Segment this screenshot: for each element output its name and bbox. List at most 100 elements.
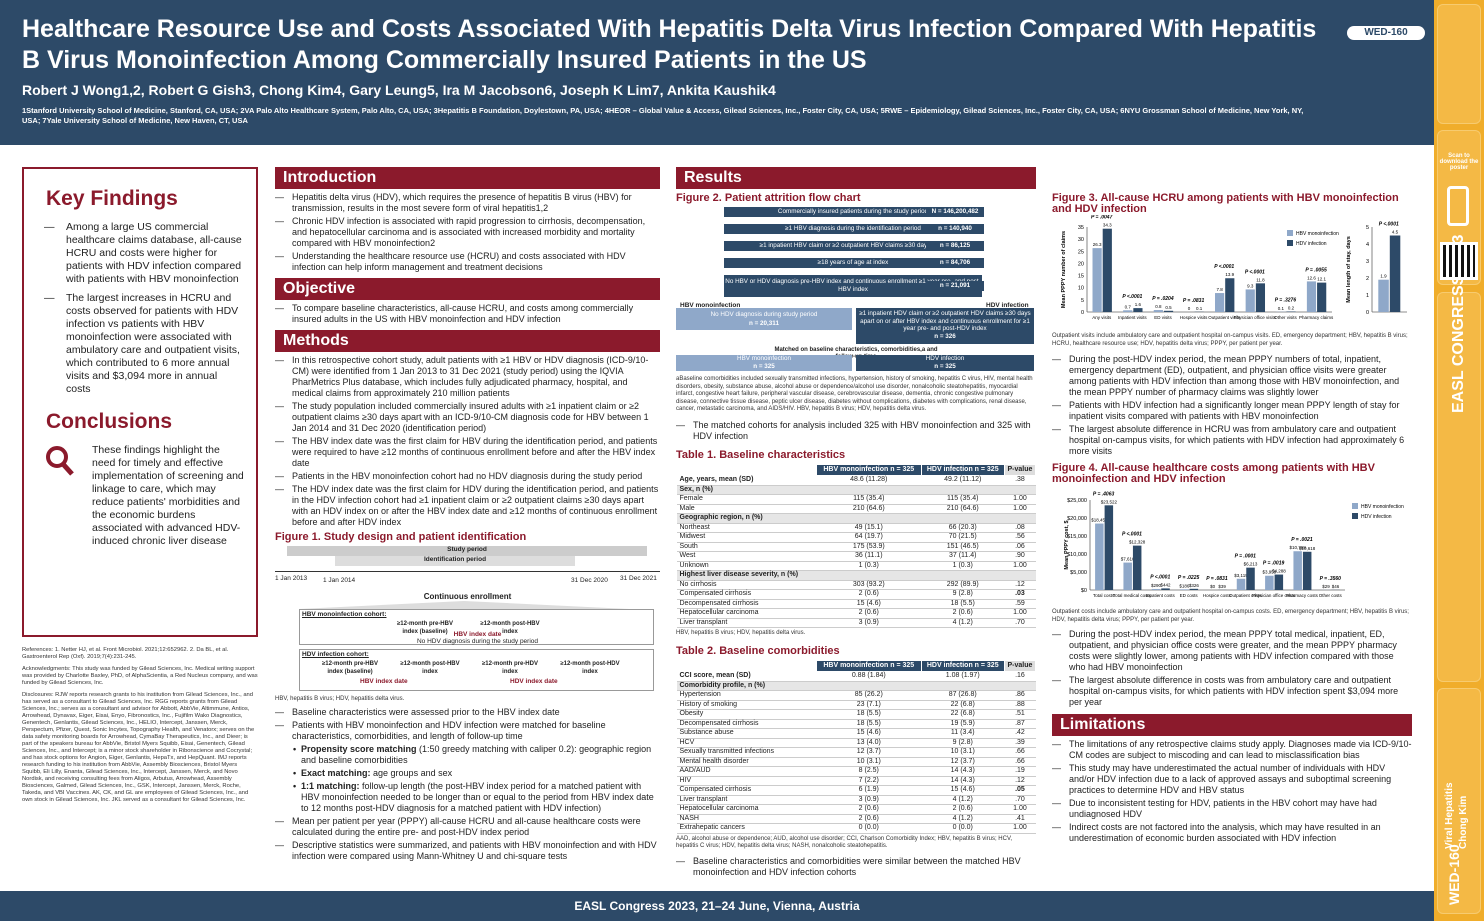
table-row: CCI score, mean (SD) 0.88 (1.84) 1.08 (1.9… <box>676 671 1036 682</box>
table-row: Decompensated cirrhosis 18 (5.5) 19 (5.9).… <box>676 719 1036 729</box>
data-label: $4,288 <box>1272 569 1286 574</box>
bar <box>1293 551 1302 590</box>
data-label: 7.8 <box>1216 287 1223 292</box>
p-value: P = .0831 <box>1206 576 1228 582</box>
bar <box>1123 562 1132 590</box>
bar <box>1265 575 1274 590</box>
table-row: Extrahepatic cancers 0 (0.0) 0 (0.0) 1.00 <box>676 823 1036 834</box>
category-label: Any visits <box>1092 315 1112 320</box>
poster-logo <box>1437 4 1481 124</box>
methods-item: The HDV index date was the first claim f… <box>275 484 660 528</box>
bar <box>1153 310 1163 312</box>
fig3-item: The largest absolute difference in HCRU … <box>1052 424 1412 457</box>
bar <box>1095 523 1104 590</box>
axis-title: Mean PPPY cost, $ <box>1064 520 1070 569</box>
data-label: $0 <box>1210 584 1216 589</box>
fig4-item: During the post-HDV index period, the me… <box>1052 629 1412 673</box>
table-row: Male 210 (64.6) 210 (64.6) 1.00 <box>676 504 1036 514</box>
category-label: Inpatient costs <box>1146 593 1176 598</box>
table-row: Hypertension 85 (26.2) 87 (26.8) .86 <box>676 690 1036 701</box>
tick-label: 2 <box>1366 276 1369 282</box>
limitations-item: Indirect costs are not factored into the… <box>1052 822 1412 844</box>
data-label: $6,213 <box>1244 562 1258 567</box>
table-row: Comorbidity profile, n (%) <box>676 681 1036 691</box>
tick-label: 30 <box>1078 237 1084 243</box>
tick-label: 20 <box>1078 261 1084 267</box>
phone-icon <box>1447 186 1469 226</box>
category-label: Hospice visits <box>1180 315 1208 320</box>
category-label: Other costs <box>1319 593 1343 598</box>
tick-label: $5,000 <box>1070 570 1087 576</box>
legend-swatch <box>1287 240 1293 246</box>
figure4-note: Outpatient costs include ambulatory care… <box>1052 609 1409 623</box>
bar <box>1180 589 1189 590</box>
tick-label: 35 <box>1078 225 1084 231</box>
p-value: P = .0001 <box>1235 554 1257 560</box>
data-label: 0.8 <box>1155 304 1162 309</box>
bar <box>1123 310 1133 312</box>
tick-label: 5 <box>1366 225 1369 231</box>
table-row: HIV 7 (2.2) 14 (4.3) .12 <box>676 776 1036 786</box>
category-label: Hospice costs <box>1203 593 1232 598</box>
data-label: $18,453 <box>1091 518 1108 523</box>
table-row: HCV 13 (4.0) 9 (2.8) .39 <box>676 738 1036 748</box>
table-row: Decompensated cirrhosis 15 (4.6) 18 (5.5).… <box>676 599 1036 609</box>
category-label: Pharmacy costs <box>1286 593 1319 598</box>
p-value: P <.0001 <box>1150 574 1170 580</box>
table-row: Mental health disorder 10 (3.1) 12 (3.7) .6… <box>676 757 1036 767</box>
table-row: Compensated cirrhosis 2 (0.6) 9 (2.8) .03 <box>676 589 1036 600</box>
table2-note: AAD, alcohol abuse or dependence; AUD, a… <box>676 835 1013 850</box>
rail-code: WED-160 <box>1446 844 1462 905</box>
table-row: Hepatocellular carcinoma 2 (0.6) 2 (0.6) 1.… <box>676 608 1036 619</box>
bar <box>1092 248 1102 312</box>
category-label: Total medical costs <box>1113 593 1152 598</box>
identification-period-bar: Identification period <box>335 556 575 566</box>
data-label: 1.9 <box>1380 274 1387 279</box>
results-item: Baseline characteristics and comorbiditi… <box>676 856 1036 878</box>
category-label: ED costs <box>1180 593 1199 598</box>
tick-label: $10,000 <box>1067 552 1087 558</box>
p-value: P = .0055 <box>1305 267 1327 273</box>
bar <box>1225 278 1235 312</box>
data-label: $12,328 <box>1129 540 1146 545</box>
data-label: $3,959 <box>1262 570 1276 575</box>
qr-code[interactable] <box>1440 242 1478 280</box>
tick-label: 0 <box>1366 310 1369 316</box>
p-value: P = .0019 <box>1263 561 1285 567</box>
methods-subitem: 1:1 matching: follow-up length (the post… <box>275 781 660 814</box>
p-value: P <.0001 <box>1245 269 1265 275</box>
costs-chart: $0 $5,000 $10,000 $15,000 $20,000 $25,000 Mean… <box>1064 491 1404 598</box>
authors: Robert J Wong1,2, Robert G Gish3, Chong … <box>22 82 776 98</box>
bar <box>1132 545 1142 590</box>
data-label: 0.5 <box>1165 305 1172 310</box>
study-design-figure: Study period Identification period 1 Jan… <box>275 546 660 696</box>
table-row: History of smoking 23 (7.1) 22 (6.8) .88 <box>676 700 1036 710</box>
data-label: $10,618 <box>1299 546 1316 551</box>
methods-item: Patients in the HBV monoinfection cohort… <box>275 471 660 482</box>
figure1-title: Figure 1. Study design and patient ident… <box>275 531 527 543</box>
bar <box>1104 505 1114 590</box>
finding-item: — Among a large US commercial healthcare … <box>44 221 242 285</box>
axis-title: Mean length of stay, days <box>1346 236 1352 303</box>
data-label: 0.2 <box>1288 306 1295 311</box>
p-value: P = .0831 <box>1183 298 1205 304</box>
data-label: $10,768 <box>1290 545 1307 550</box>
limitations-header: Limitations <box>1052 714 1412 736</box>
data-label: 0.1 <box>1278 306 1285 311</box>
p-value: P = .0021 <box>1291 537 1313 543</box>
intro-item: Chronic HDV infection is associated with… <box>275 216 660 249</box>
fig3-item: Patients with HDV infection had a signif… <box>1052 400 1412 422</box>
figure3-note: Outpatient visits include ambulatory car… <box>1052 333 1408 347</box>
tick-label: 0 <box>1081 310 1084 316</box>
table-row: Substance abuse 15 (4.6) 11 (3.4) .42 <box>676 728 1036 739</box>
tick-label: 1 <box>1366 293 1369 299</box>
p-value: P = .0225 <box>1178 575 1200 581</box>
data-label: $290 <box>1151 583 1162 588</box>
data-label: 1.6 <box>1135 302 1142 307</box>
figure3-title: Figure 3. All-cause HCRU among patients … <box>1052 192 1399 215</box>
table-row: Age, years, mean (SD) 48.6 (11.28) 49.2 (1… <box>676 475 1036 486</box>
data-label: $7,616 <box>1121 557 1135 562</box>
poster-title: Healthcare Resource Use and Costs Associ… <box>22 15 1317 74</box>
category-label: Outpatient costs <box>1229 593 1262 598</box>
